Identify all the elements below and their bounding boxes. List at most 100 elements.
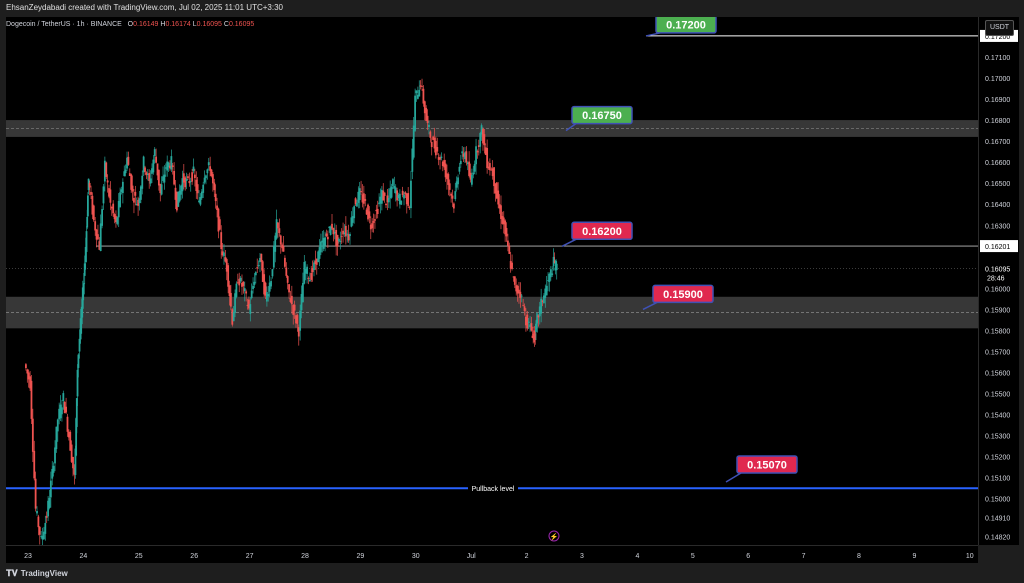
open-label: O [127,21,134,28]
candle-body [29,376,31,389]
candle-body [401,190,404,196]
candle-body [375,209,378,212]
candle-body [367,204,369,220]
candle-body [555,263,558,271]
candle-body [500,205,502,219]
candle-body [127,156,130,165]
time-tick-7: 30 [412,553,420,560]
candle-body [70,444,73,462]
candle-body [202,184,205,193]
candle-body [469,172,472,180]
level-label-box-0 [655,17,717,34]
candle-body [146,173,149,176]
candle-body [530,323,533,331]
time-axis-canvas[interactable]: 23 24 25 26 27 28 29 30 Jul 2 3 4 5 6 7 8 9 10 [6,546,978,564]
candle-body [33,450,36,479]
candle-body [259,257,261,263]
symbol-legend: Dogecoin / TetherUS · 1h · BINANCE O0.16… [6,21,254,28]
tradingview-logo[interactable]: 𝐓𝐕 TradingView [6,568,68,579]
candle-body [371,223,374,229]
candle-body [62,393,65,401]
candle-body [285,267,288,276]
candle-body [169,165,171,169]
price-tag-top: 0.17200 [985,34,1010,41]
price-tick-18: 0.16600 [985,160,1010,167]
time-axis[interactable]: 23 24 25 26 27 28 29 30 Jul 2 3 4 5 6 7 8 9 10 [6,545,978,564]
candle-body [313,262,315,271]
candle-body [482,128,484,144]
candle-body [315,258,318,265]
level-label-box-4 [736,455,798,474]
candle-body [199,197,202,205]
candle-body [261,261,264,282]
candle-body [494,183,497,194]
candle-body [67,431,70,438]
price-tag-last-countdown: 28:46 [987,275,1005,282]
candle-body [75,398,78,427]
candle-body [267,294,270,297]
candle-body [329,226,332,235]
candle-body [26,369,29,374]
candle-body [338,238,340,242]
candle-body [440,156,443,158]
candle-body [216,205,218,211]
price-axis-canvas[interactable]: 0.14820 0.14910 0.15000 0.15100 0.15200 0.153… [979,17,1019,545]
candle-body [77,354,80,368]
chart-canvas[interactable]: Pullback level 0.17200 0.16750 0.16200 0.159… [6,17,978,545]
candle-body [282,246,285,252]
candle-body [314,260,317,265]
candle-body [103,160,106,182]
candle-body [224,257,227,262]
candle-body [303,261,306,284]
candle-body [531,335,534,338]
candle-body [139,186,142,200]
price-tick-22: 0.17000 [985,76,1010,83]
candle-body [507,240,509,246]
high-value: 0.16174 [165,21,191,28]
candle-body [72,456,74,469]
candle-body [128,173,131,176]
candle-body [232,312,235,322]
candle-body [82,283,85,295]
close-label: C [223,21,229,28]
candle-body [493,167,495,187]
candle-body [153,149,156,156]
candle-body [206,169,209,174]
candle-body [479,133,482,147]
candle-body [502,217,505,225]
candle-body [518,289,520,294]
candle-body [34,478,37,509]
candle-body [397,194,400,199]
candle-body [160,184,163,195]
chart-pane[interactable]: Pullback level 0.17200 0.16750 0.16200 0.159… [6,17,978,545]
candle-body [249,304,252,314]
candle-body [184,177,187,188]
currency-button[interactable]: USDT [985,20,1014,36]
price-tick-10: 0.15800 [985,328,1010,335]
candle-body [40,535,43,537]
candle-body [362,193,365,204]
candle-body [163,174,166,183]
candle-body [353,206,356,219]
time-tick-6: 29 [357,553,365,560]
candle-body [545,285,548,296]
candle-body [211,174,214,184]
candle-body [95,229,98,240]
candle-body [299,310,302,331]
time-tick-1: 24 [80,553,88,560]
price-axis[interactable]: 0.14820 0.14910 0.15000 0.15100 0.15200 0.153… [978,17,1019,545]
candle-body [464,152,466,160]
price-tick-11: 0.15900 [985,307,1010,314]
candle-body [553,261,556,263]
candle-body [288,284,290,293]
candle-body [55,426,58,450]
candle-body [51,468,54,479]
candle-body [522,305,525,307]
candle-body [256,267,259,269]
candle-body [534,333,537,341]
candle-body [124,169,127,174]
candle-body [423,101,426,114]
candle-body [374,219,376,221]
candle-body [410,180,412,209]
candle-body [47,500,49,517]
